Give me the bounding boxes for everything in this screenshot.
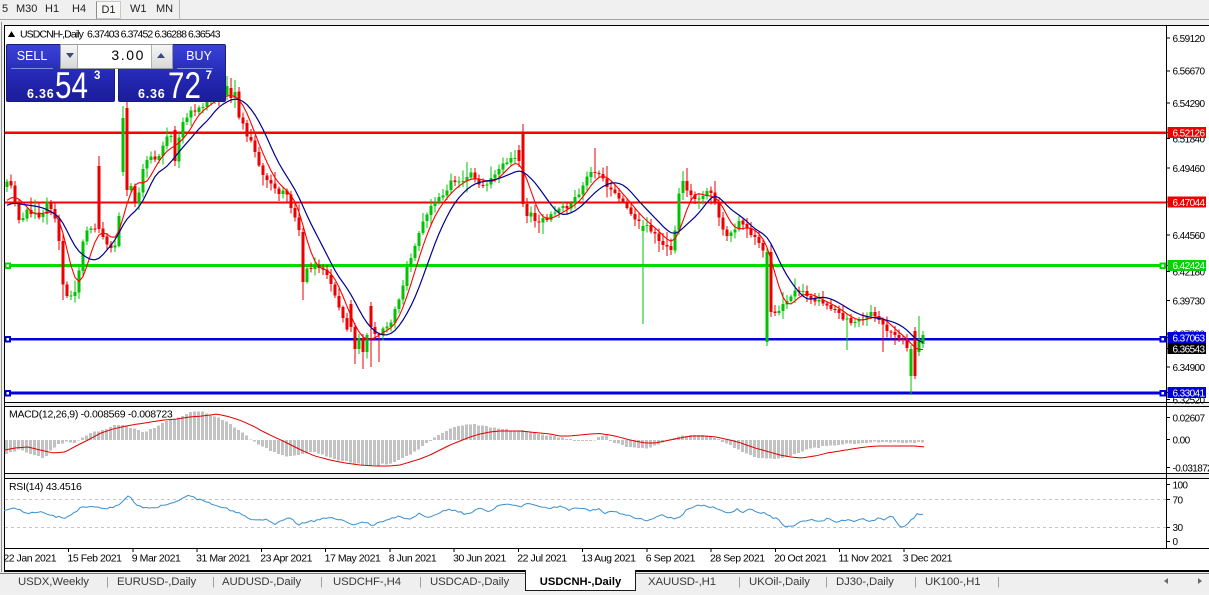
svg-text:6.52126: 6.52126 [1173, 129, 1206, 140]
svg-text:17 May 2021: 17 May 2021 [325, 553, 381, 565]
svg-text:MACD(12,26,9) -0.008569 -0.008: MACD(12,26,9) -0.008569 -0.008723 [9, 409, 173, 421]
svg-text:22 Jul 2021: 22 Jul 2021 [517, 553, 567, 565]
svg-text:9 Mar 2021: 9 Mar 2021 [132, 553, 181, 565]
svg-text:6.42424: 6.42424 [1173, 261, 1206, 272]
svg-text:28 Sep 2021: 28 Sep 2021 [710, 553, 765, 565]
svg-text:6 Sep 2021: 6 Sep 2021 [646, 553, 696, 565]
svg-text:6.37063: 6.37063 [1173, 333, 1206, 344]
svg-text:31 Mar 2021: 31 Mar 2021 [196, 553, 251, 565]
svg-text:22 Jan 2021: 22 Jan 2021 [4, 553, 57, 565]
svg-text:6.39730: 6.39730 [1173, 296, 1206, 307]
svg-text:8 Jun 2021: 8 Jun 2021 [389, 553, 437, 565]
svg-text:6.44560: 6.44560 [1173, 231, 1206, 242]
svg-text:11 Nov 2021: 11 Nov 2021 [839, 553, 893, 565]
svg-text:20 Oct 2021: 20 Oct 2021 [774, 553, 827, 565]
svg-text:6.49460: 6.49460 [1173, 164, 1206, 175]
svg-text:30 Jun 2021: 30 Jun 2021 [453, 553, 506, 565]
svg-text:6.47044: 6.47044 [1173, 198, 1206, 209]
svg-text:6.33041: 6.33041 [1173, 388, 1206, 399]
svg-text:6.51840: 6.51840 [1173, 134, 1206, 145]
svg-text:70: 70 [1173, 496, 1184, 507]
svg-text:30: 30 [1173, 523, 1184, 534]
svg-text:6.32520: 6.32520 [1173, 395, 1206, 406]
svg-text:RSI(14) 43.4516: RSI(14) 43.4516 [9, 481, 82, 493]
svg-text:23 Apr 2021: 23 Apr 2021 [260, 553, 312, 565]
svg-text:6.54290: 6.54290 [1173, 99, 1206, 110]
svg-text:6.56670: 6.56670 [1173, 67, 1206, 78]
svg-text:6.42180: 6.42180 [1173, 267, 1206, 278]
svg-text:-0.031872: -0.031872 [1173, 463, 1209, 474]
svg-text:100: 100 [1173, 480, 1189, 491]
svg-text:0.02607: 0.02607 [1173, 413, 1206, 424]
svg-text:3 Dec 2021: 3 Dec 2021 [903, 553, 953, 565]
svg-text:6.59120: 6.59120 [1173, 34, 1206, 45]
svg-text:USDCNH-,Daily 6.37403 6.37452: USDCNH-,Daily 6.37403 6.37452 6.36288 6.… [20, 29, 221, 41]
svg-text:13 Aug 2021: 13 Aug 2021 [582, 553, 637, 565]
svg-text:0: 0 [1173, 537, 1179, 548]
svg-text:6.34900: 6.34900 [1173, 363, 1206, 374]
svg-text:0.00: 0.00 [1173, 435, 1191, 446]
svg-text:6.36543: 6.36543 [1173, 344, 1206, 355]
svg-text:15 Feb 2021: 15 Feb 2021 [68, 553, 123, 565]
